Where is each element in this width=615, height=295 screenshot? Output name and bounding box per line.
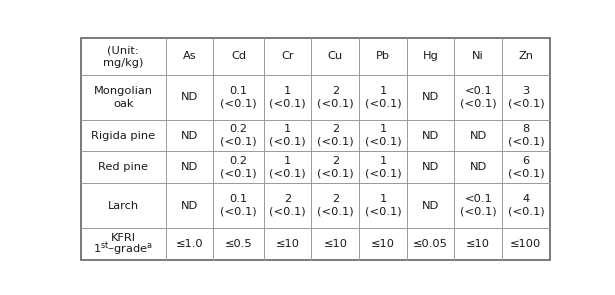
Text: ND: ND	[470, 162, 487, 172]
Text: 8
(<0.1): 8 (<0.1)	[507, 124, 544, 147]
Text: Hg: Hg	[423, 51, 438, 61]
Text: Red pine: Red pine	[98, 162, 148, 172]
Text: 1
(<0.1): 1 (<0.1)	[365, 156, 401, 178]
Text: KFRI: KFRI	[111, 233, 136, 243]
Text: (Unit:
mg/kg): (Unit: mg/kg)	[103, 45, 143, 68]
Text: 3
(<0.1): 3 (<0.1)	[507, 86, 544, 109]
Text: ND: ND	[422, 92, 439, 102]
Text: 1
(<0.1): 1 (<0.1)	[365, 194, 401, 217]
Text: Pb: Pb	[376, 51, 390, 61]
Text: Larch: Larch	[108, 201, 139, 211]
Text: ND: ND	[422, 162, 439, 172]
Text: 1
(<0.1): 1 (<0.1)	[269, 156, 306, 178]
Text: ND: ND	[422, 201, 439, 211]
Text: 2
(<0.1): 2 (<0.1)	[317, 156, 354, 178]
Text: ≤0.5: ≤0.5	[224, 239, 252, 249]
Text: 0.2
(<0.1): 0.2 (<0.1)	[220, 156, 257, 178]
Text: ND: ND	[181, 162, 198, 172]
Text: 1$^{\mathregular{st}}$–grade$^{\mathregular{a}}$: 1$^{\mathregular{st}}$–grade$^{\mathregu…	[93, 241, 153, 258]
Text: 2
(<0.1): 2 (<0.1)	[317, 194, 354, 217]
Text: 6
(<0.1): 6 (<0.1)	[507, 156, 544, 178]
Text: Cr: Cr	[281, 51, 294, 61]
Text: 1
(<0.1): 1 (<0.1)	[269, 124, 306, 147]
Text: Zn: Zn	[518, 51, 533, 61]
Text: ≤10: ≤10	[276, 239, 300, 249]
Text: Ni: Ni	[472, 51, 484, 61]
Text: ≤1.0: ≤1.0	[176, 239, 204, 249]
Text: ND: ND	[181, 131, 198, 141]
Text: 1
(<0.1): 1 (<0.1)	[365, 86, 401, 109]
Text: 0.1
(<0.1): 0.1 (<0.1)	[220, 194, 257, 217]
Text: ≤10: ≤10	[371, 239, 395, 249]
Text: 2
(<0.1): 2 (<0.1)	[269, 194, 306, 217]
Text: Cd: Cd	[231, 51, 246, 61]
Text: 1
(<0.1): 1 (<0.1)	[365, 124, 401, 147]
Text: ≤0.05: ≤0.05	[413, 239, 448, 249]
Text: ≤10: ≤10	[466, 239, 490, 249]
Text: <0.1
(<0.1): <0.1 (<0.1)	[460, 86, 496, 109]
Text: ND: ND	[470, 131, 487, 141]
Text: ≤10: ≤10	[323, 239, 347, 249]
Text: Rigida pine: Rigida pine	[91, 131, 155, 141]
Text: As: As	[183, 51, 196, 61]
Text: 0.2
(<0.1): 0.2 (<0.1)	[220, 124, 257, 147]
Text: ≤100: ≤100	[510, 239, 541, 249]
Text: 2
(<0.1): 2 (<0.1)	[317, 86, 354, 109]
Text: Cu: Cu	[328, 51, 343, 61]
Text: Mongolian
oak: Mongolian oak	[93, 86, 153, 109]
Text: 1
(<0.1): 1 (<0.1)	[269, 86, 306, 109]
Text: ND: ND	[181, 92, 198, 102]
Text: 4
(<0.1): 4 (<0.1)	[507, 194, 544, 217]
Text: 0.1
(<0.1): 0.1 (<0.1)	[220, 86, 257, 109]
Text: ND: ND	[181, 201, 198, 211]
Text: 2
(<0.1): 2 (<0.1)	[317, 124, 354, 147]
Text: ND: ND	[422, 131, 439, 141]
Text: <0.1
(<0.1): <0.1 (<0.1)	[460, 194, 496, 217]
